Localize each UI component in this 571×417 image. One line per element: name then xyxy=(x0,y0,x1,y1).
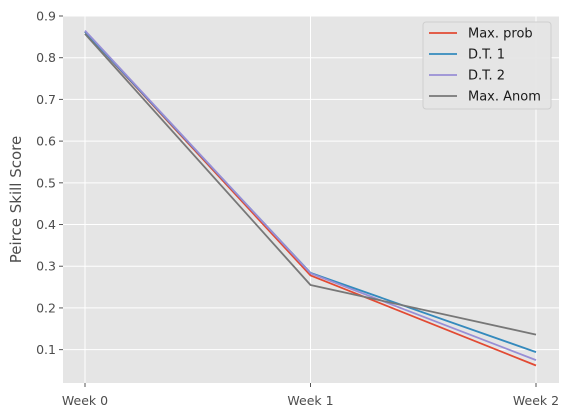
legend-label: D.T. 1 xyxy=(468,48,505,63)
y-tick-label: 0.8 xyxy=(36,50,56,65)
x-tick-label: Week 2 xyxy=(513,393,559,408)
y-tick-label: 0.3 xyxy=(36,259,56,274)
series-line xyxy=(84,33,537,336)
y-tick-label: 0.6 xyxy=(36,134,56,149)
y-axis-title: Peirce Skill Score xyxy=(7,136,25,263)
series-line xyxy=(84,29,537,361)
gridlines xyxy=(63,15,559,383)
y-tick-label: 0.4 xyxy=(36,217,56,232)
y-tick-label: 0.2 xyxy=(36,300,56,315)
x-axis: Week 0 Week 1 Week 2 xyxy=(62,383,559,408)
y-tick-label: 0.7 xyxy=(36,92,56,107)
legend-label: Max. prob xyxy=(468,27,533,42)
y-tick-label: 0.5 xyxy=(36,175,56,190)
x-tick-label: Week 0 xyxy=(62,393,108,408)
x-tick-label: Week 1 xyxy=(287,393,333,408)
y-axis: 0.1 0.2 0.3 0.4 0.5 0.6 0.7 0.8 0.9 xyxy=(36,9,63,357)
legend-label: D.T. 2 xyxy=(468,69,505,84)
legend-box xyxy=(422,21,552,110)
legend-label: Max. Anom xyxy=(468,90,541,105)
y-tick-label: 0.9 xyxy=(36,9,56,24)
series-lines xyxy=(84,29,537,367)
y-tick-label: 0.1 xyxy=(36,342,56,357)
legend: Max. prob D.T. 1 D.T. 2 Max. Anom xyxy=(422,21,552,110)
